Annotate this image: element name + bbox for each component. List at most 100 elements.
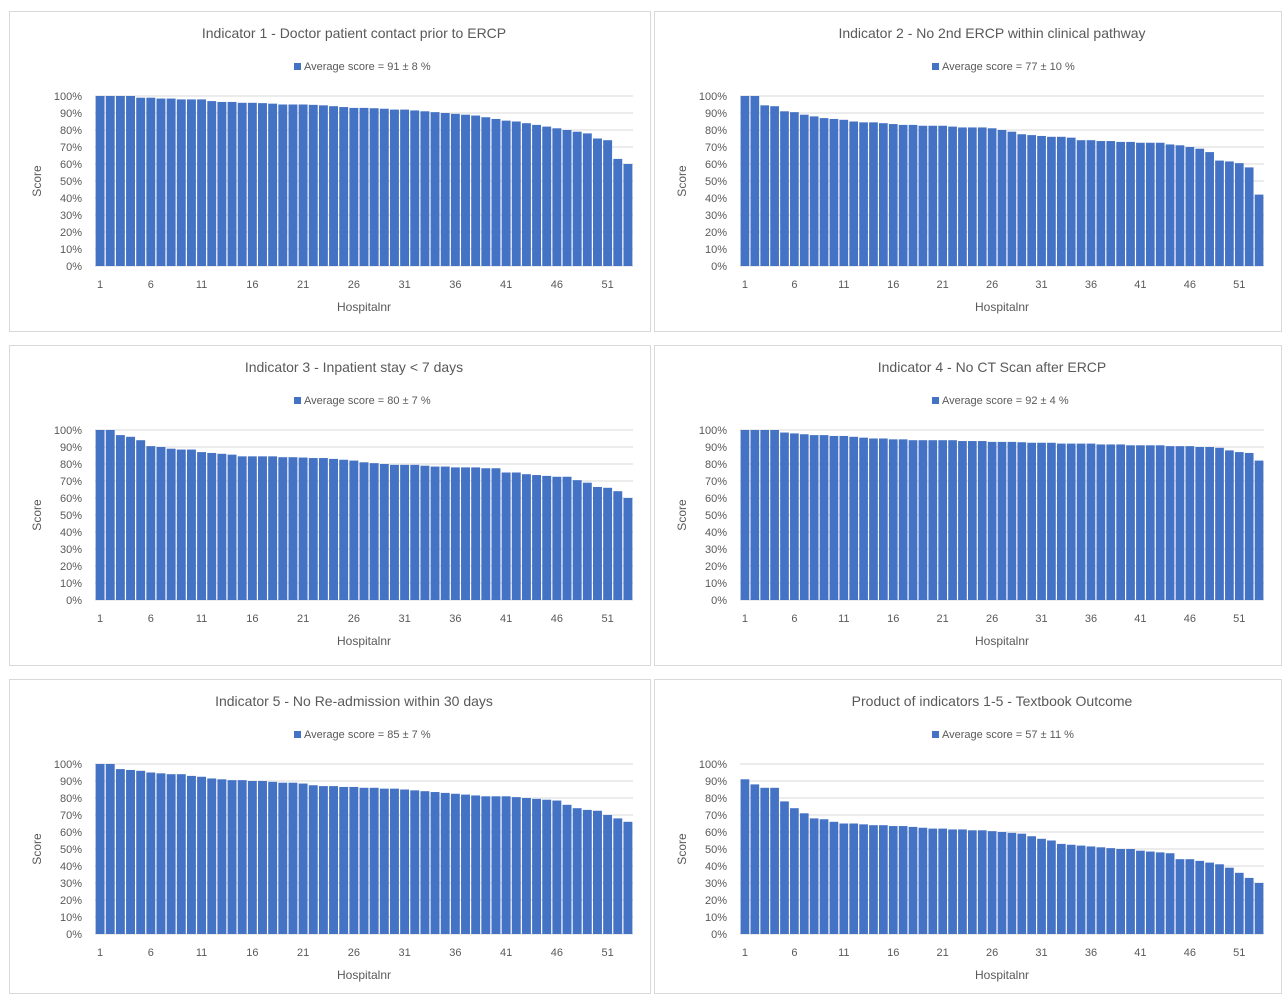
- y-tick-label: 50%: [60, 510, 82, 522]
- bar-hospital-9: [819, 819, 829, 934]
- bar-hospital-38: [471, 115, 481, 266]
- bar-hospital-45: [542, 475, 552, 600]
- bar-hospital-15: [879, 123, 888, 266]
- bar-hospital-50: [593, 138, 602, 266]
- bar-hospital-36: [450, 113, 460, 266]
- y-axis-title: Score: [30, 833, 44, 865]
- bar-hospital-20: [288, 104, 298, 266]
- x-tick-label: 16: [246, 613, 258, 625]
- bar-hospital-53: [623, 821, 633, 934]
- bar-hospital-44: [1165, 853, 1175, 934]
- bar-hospital-51: [1234, 452, 1244, 600]
- x-tick-label: 46: [551, 613, 563, 625]
- bar-hospital-53: [1254, 460, 1264, 600]
- bar-hospital-10: [186, 449, 196, 600]
- chart-title: Indicator 3 - Inpatient stay < 7 days: [245, 359, 463, 375]
- x-tick-label: 1: [742, 947, 748, 959]
- bar-hospital-1: [740, 96, 750, 266]
- bar-hospital-47: [1195, 860, 1205, 934]
- x-tick-label: 31: [1035, 279, 1047, 291]
- bar-hospital-44: [532, 475, 542, 600]
- bar-hospital-37: [461, 794, 470, 934]
- bar-hospital-22: [308, 104, 318, 266]
- x-tick-label: 31: [398, 279, 410, 291]
- bar-hospital-7: [799, 813, 809, 934]
- y-tick-label: 90%: [705, 776, 727, 788]
- y-tick-label: 20%: [60, 561, 82, 573]
- x-tick-label: 6: [791, 947, 797, 959]
- bar-hospital-17: [898, 826, 908, 934]
- bar-hospital-16: [247, 456, 257, 600]
- y-tick-label: 70%: [60, 810, 82, 822]
- bar-hospital-38: [1106, 848, 1116, 934]
- y-tick-label: 0%: [66, 261, 82, 273]
- x-tick-label: 26: [348, 279, 360, 291]
- bar-hospital-28: [1007, 441, 1017, 600]
- x-tick-label: 6: [148, 613, 154, 625]
- x-tick-label: 46: [551, 947, 563, 959]
- y-tick-label: 40%: [705, 193, 727, 205]
- y-tick-label: 10%: [60, 244, 82, 256]
- bar-hospital-40: [491, 118, 501, 266]
- y-tick-label: 100%: [54, 759, 82, 771]
- bar-hospital-13: [859, 824, 868, 934]
- bar-hospital-2: [105, 96, 115, 266]
- x-tick-label: 6: [791, 279, 797, 291]
- y-tick-label: 40%: [60, 527, 82, 539]
- legend: Average score = 77 ± 10 %: [932, 61, 1075, 73]
- bar-hospital-22: [948, 440, 957, 600]
- chart-panel-3: Indicator 3 - Inpatient stay < 7 days Ave…: [9, 345, 651, 666]
- y-tick-label: 20%: [705, 561, 727, 573]
- bar-hospital-35: [1076, 443, 1086, 600]
- bar-hospital-23: [958, 127, 967, 266]
- bar-hospital-9: [176, 774, 186, 934]
- bar-hospital-50: [1225, 450, 1234, 600]
- bar-hospital-21: [298, 783, 308, 934]
- bar-hospital-2: [750, 96, 760, 266]
- bar-hospital-46: [1185, 859, 1195, 934]
- bar-hospital-29: [1017, 134, 1027, 266]
- bar-hospital-11: [839, 119, 849, 266]
- bar-hospital-18: [908, 826, 918, 934]
- bar-hospital-46: [552, 128, 562, 266]
- bar-hospital-21: [298, 104, 308, 266]
- bar-hospital-35: [1076, 845, 1086, 934]
- bar-hospital-45: [1175, 145, 1185, 266]
- bar-hospital-39: [481, 117, 491, 266]
- bar-hospital-51: [1234, 872, 1244, 934]
- bar-hospital-8: [809, 818, 819, 934]
- bar-hospital-27: [359, 107, 369, 267]
- chart-panel-6: Product of indicators 1-5 - Textbook Out…: [654, 679, 1282, 994]
- bar-hospital-20: [288, 782, 298, 934]
- bar-hospital-15: [237, 780, 247, 934]
- bar-hospital-27: [997, 130, 1007, 266]
- x-tick-label: 26: [348, 947, 360, 959]
- y-tick-label: 100%: [54, 91, 82, 103]
- bar-hospital-34: [430, 112, 440, 267]
- x-tick-label: 16: [887, 279, 899, 291]
- bar-hospital-44: [532, 124, 542, 267]
- x-tick-label: 36: [1085, 947, 1097, 959]
- chart-svg-3: Indicator 3 - Inpatient stay < 7 days Ave…: [30, 359, 633, 648]
- x-tick-label: 16: [246, 947, 258, 959]
- bar-hospital-22: [308, 785, 318, 934]
- bar-hospital-36: [450, 467, 460, 600]
- y-tick-label: 30%: [60, 544, 82, 556]
- x-tick-label: 1: [97, 613, 103, 625]
- y-tick-label: 40%: [705, 527, 727, 539]
- y-tick-label: 80%: [60, 459, 82, 471]
- bar-hospital-3: [115, 435, 125, 600]
- bar-hospital-30: [1027, 836, 1037, 934]
- bar-hospital-25: [977, 127, 987, 266]
- y-tick-label: 80%: [705, 125, 727, 137]
- bar-hospital-33: [420, 465, 430, 600]
- y-tick-label: 90%: [60, 776, 82, 788]
- y-tick-label: 60%: [705, 493, 727, 505]
- bar-hospital-23: [958, 441, 967, 600]
- x-axis: 1 6 11 16 21 26 31 36 41 46 51: [97, 613, 614, 625]
- y-tick-label: 70%: [60, 142, 82, 154]
- x-tick-label: 6: [148, 279, 154, 291]
- bar-hospital-15: [237, 102, 247, 266]
- bar-hospital-33: [420, 111, 430, 266]
- bar-hospital-13: [217, 101, 227, 266]
